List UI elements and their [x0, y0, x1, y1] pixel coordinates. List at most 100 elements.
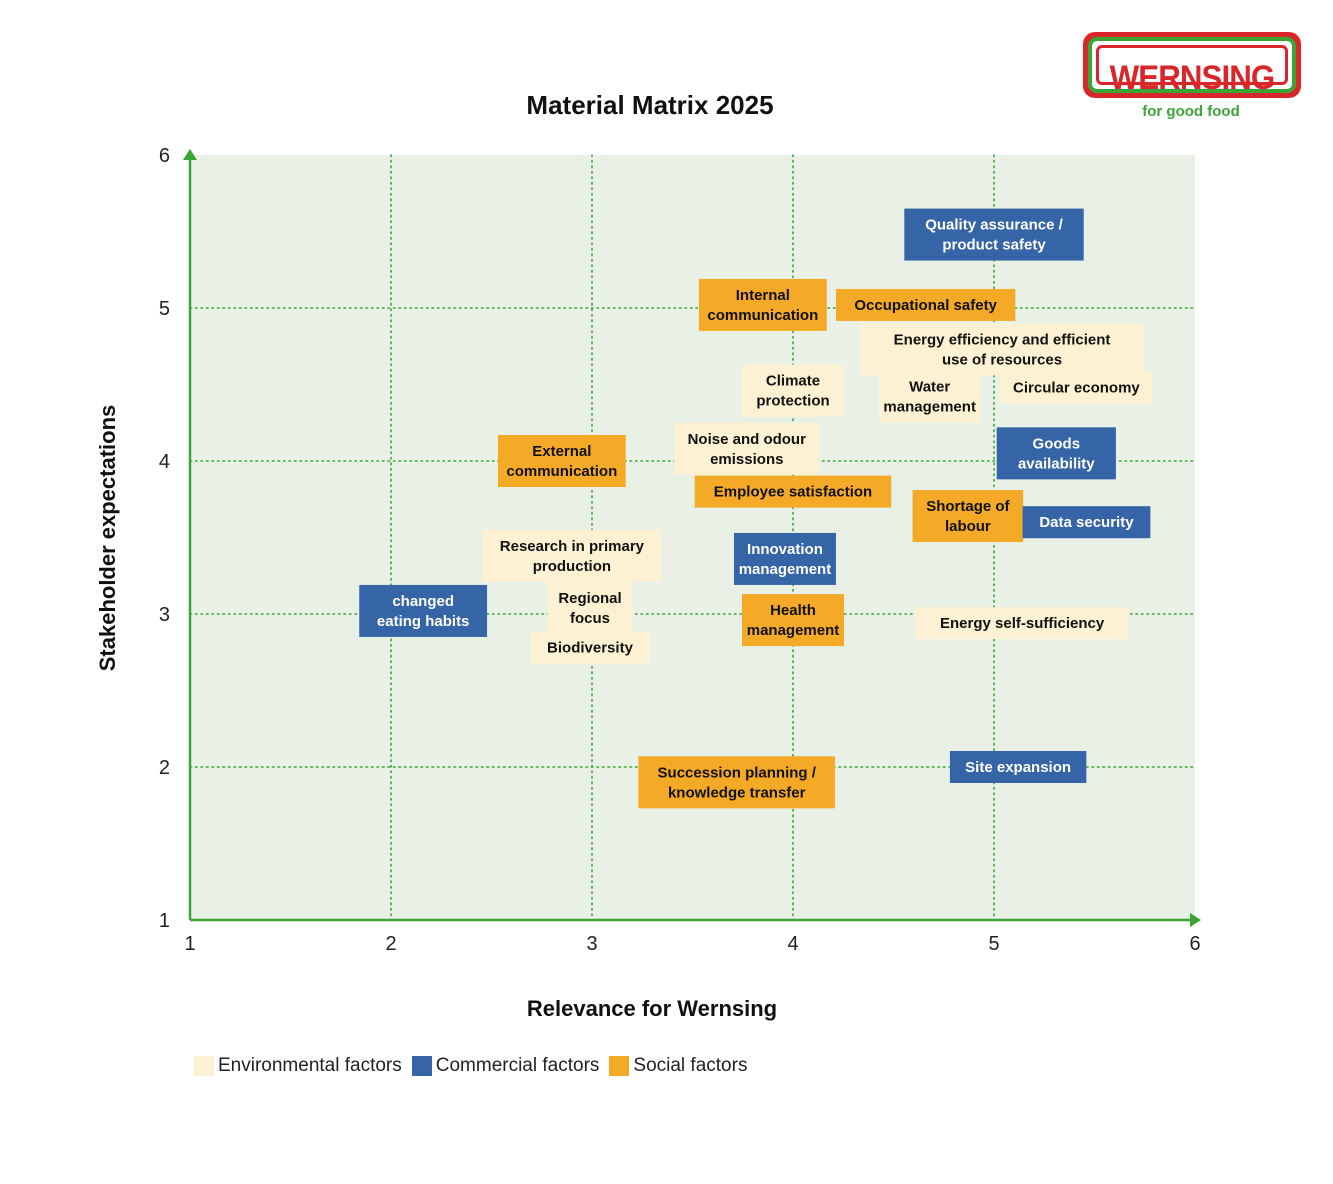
factor-label: Succession planning / knowledge transfer [658, 764, 817, 801]
x-tick-label: 3 [586, 933, 597, 955]
factor-box-commercial [996, 427, 1116, 480]
factor-label-line: availability [1018, 455, 1095, 472]
factor-label-line: use of resources [942, 351, 1062, 368]
logo-inner-frame: WERNSING [1096, 45, 1288, 97]
factor-label-line: Energy self-sufficiency [940, 615, 1105, 632]
factor-label: Data security [1039, 514, 1134, 531]
factor-label: Climate protection [756, 373, 829, 410]
factor-label: changed eating habits [377, 593, 470, 630]
factor-box-environmental [547, 581, 633, 634]
factor-box-commercial [904, 208, 1084, 261]
factor-label-line: Biodiversity [547, 640, 634, 657]
chart-title: Material Matrix 2025 [526, 90, 773, 120]
factor-label-line: product safety [942, 237, 1046, 254]
legend-item-social: Social factors [609, 1055, 747, 1077]
factor-label-line: eating habits [377, 613, 470, 630]
factor-label-line: management [739, 561, 832, 578]
x-tick-label: 2 [385, 933, 396, 955]
factor-label: Occupational safety [854, 297, 997, 314]
factor-label-line: Noise and odour [688, 431, 807, 448]
y-tick-label: 3 [159, 604, 170, 626]
factor-label-line: Health [770, 602, 816, 619]
y-axis-label: Stakeholder expectations [95, 405, 120, 672]
factor-box-environmental [742, 364, 844, 417]
factor-box-environmental [915, 607, 1130, 640]
factor-label: Shortage of labour [926, 498, 1010, 535]
factor-box-social [694, 475, 892, 508]
legend-item-environmental: Environmental factors [194, 1055, 402, 1077]
factor-label-line: communication [506, 463, 617, 480]
factor-label-line: Occupational safety [854, 297, 997, 314]
factor-label-line: knowledge transfer [668, 784, 806, 801]
wernsing-logo: WERNSING [1083, 32, 1301, 98]
y-tick-label: 5 [159, 298, 170, 320]
factor-label-line: emissions [710, 451, 783, 468]
factor-box-environmental [530, 631, 650, 664]
factor-box-social [497, 435, 626, 487]
factor-label-line: Data security [1039, 514, 1134, 531]
factor-label: Site expansion [965, 759, 1071, 776]
factor-box-commercial [733, 532, 836, 585]
x-tick-label: 5 [988, 933, 999, 955]
legend: Environmental factors Commercial factors S… [194, 1055, 757, 1077]
factor-box-social [638, 756, 836, 809]
y-axis-arrow-icon [183, 149, 197, 160]
factor-label-line: Goods [1033, 435, 1081, 452]
factor-label-line: changed [392, 593, 454, 610]
factor-box-environmental [999, 371, 1154, 404]
y-tick-label: 2 [159, 757, 170, 779]
legend-label: Commercial factors [435, 1055, 600, 1076]
factor-box-social [742, 594, 844, 647]
legend-swatch [609, 1056, 630, 1076]
legend-swatch [194, 1056, 214, 1076]
factor-label: Quality assurance / product safety [925, 217, 1063, 254]
x-axis-label: Relevance for Wernsing [527, 996, 777, 1021]
factor-box-environmental [674, 422, 820, 475]
factor-label-line: Innovation [747, 541, 823, 558]
factor-label: Regional focus [558, 590, 621, 627]
x-axis-arrow-icon [1190, 913, 1201, 927]
factor-label: Goods availability [1018, 435, 1095, 472]
y-tick-label: 1 [159, 910, 170, 932]
y-tick-label: 4 [159, 451, 170, 473]
factor-label-line: labour [945, 518, 991, 535]
factor-label-line: management [747, 622, 840, 639]
legend-label: Social factors [633, 1055, 748, 1076]
factor-label-line: Internal [736, 287, 790, 304]
factor-label: Noise and odour emissions [688, 431, 807, 468]
x-tick-label: 4 [787, 933, 798, 955]
legend-label: Environmental factors [218, 1055, 402, 1076]
factor-label-line: Circular economy [1013, 380, 1140, 397]
factor-label-line: communication [707, 307, 818, 324]
factor-box-social [835, 288, 1016, 321]
factor-label-line: Site expansion [965, 759, 1071, 776]
factor-label: External communication [506, 443, 617, 480]
factor-label: Energy self-sufficiency [940, 615, 1105, 632]
factor-label: Energy efficiency and efficient use of re… [894, 331, 1111, 368]
legend-item-commercial: Commercial factors [411, 1055, 600, 1077]
logo-green-frame: WERNSING [1088, 37, 1296, 97]
factor-label: Water management [883, 379, 976, 416]
factor-label: Innovation management [739, 541, 832, 578]
factor-label: Internal communication [707, 287, 818, 324]
logo-brand-text: WERNSING [1109, 59, 1276, 97]
factor-box-social [912, 490, 1024, 543]
factor-box-environmental [860, 323, 1144, 376]
factor-box-environmental [482, 529, 662, 582]
y-tick-label: 6 [159, 145, 170, 167]
x-tick-label: 6 [1189, 933, 1200, 955]
factor-label-line: Energy efficiency and efficient [894, 331, 1111, 348]
factor-label-line: protection [756, 393, 829, 410]
factor-label-line: Research in primary [500, 538, 645, 555]
factor-box-commercial [949, 751, 1087, 783]
factor-label-line: Climate [766, 373, 820, 390]
factor-label-line: Employee satisfaction [714, 484, 872, 501]
factor-label: Biodiversity [547, 640, 634, 657]
factor-label-line: focus [570, 610, 610, 627]
factor-label: Circular economy [1013, 380, 1140, 397]
factor-label-line: Shortage of [926, 498, 1010, 515]
factor-label: Health management [747, 602, 840, 639]
factor-box-commercial [1022, 506, 1151, 539]
factor-label: Research in primary production [500, 538, 645, 575]
